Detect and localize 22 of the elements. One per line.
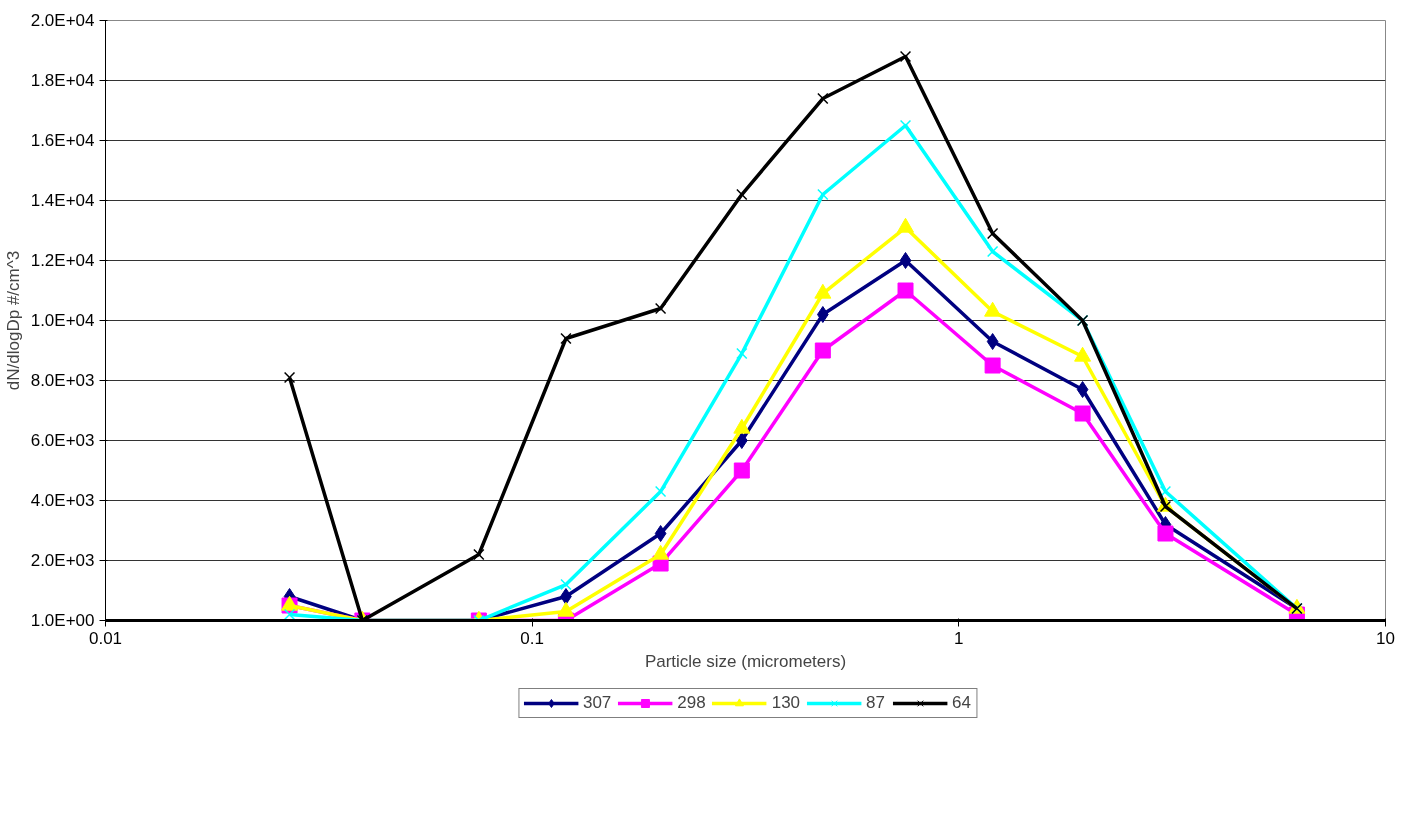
legend-label: 87 bbox=[866, 693, 886, 713]
y-axis-title: dN/dlogDp #/cm^3 bbox=[3, 250, 23, 391]
legend-label: 307 bbox=[582, 693, 612, 713]
y-tick-label: 1.4E+04 bbox=[30, 191, 95, 211]
x-tick-label: 10 bbox=[1376, 628, 1395, 648]
y-tick-label: 4.0E+03 bbox=[30, 491, 95, 511]
y-tick-label: 1.8E+04 bbox=[30, 71, 95, 90]
legend-label: 64 bbox=[952, 693, 972, 713]
y-tick-label: 8.0E+03 bbox=[30, 371, 95, 391]
y-tick-label: 2.0E+03 bbox=[30, 551, 95, 571]
x-axis-title: Particle size (micrometers) bbox=[644, 651, 847, 671]
legend-label: 298 bbox=[677, 693, 706, 713]
y-tick-label: 6.0E+03 bbox=[30, 431, 95, 451]
y-tick-label: 1.6E+04 bbox=[30, 131, 95, 151]
y-tick-label: 2.0E+04 bbox=[30, 11, 95, 30]
x-tick-label: 0.01 bbox=[88, 628, 123, 648]
legend-label: 130 bbox=[771, 693, 801, 713]
y-tick-label: 1.0E+04 bbox=[30, 311, 95, 331]
y-tick-label: 1.2E+04 bbox=[30, 251, 95, 271]
y-tick-label: 1.0E+00 bbox=[30, 611, 95, 630]
x-tick-label: 1 bbox=[954, 628, 964, 648]
x-tick-label: 0.1 bbox=[520, 628, 544, 648]
